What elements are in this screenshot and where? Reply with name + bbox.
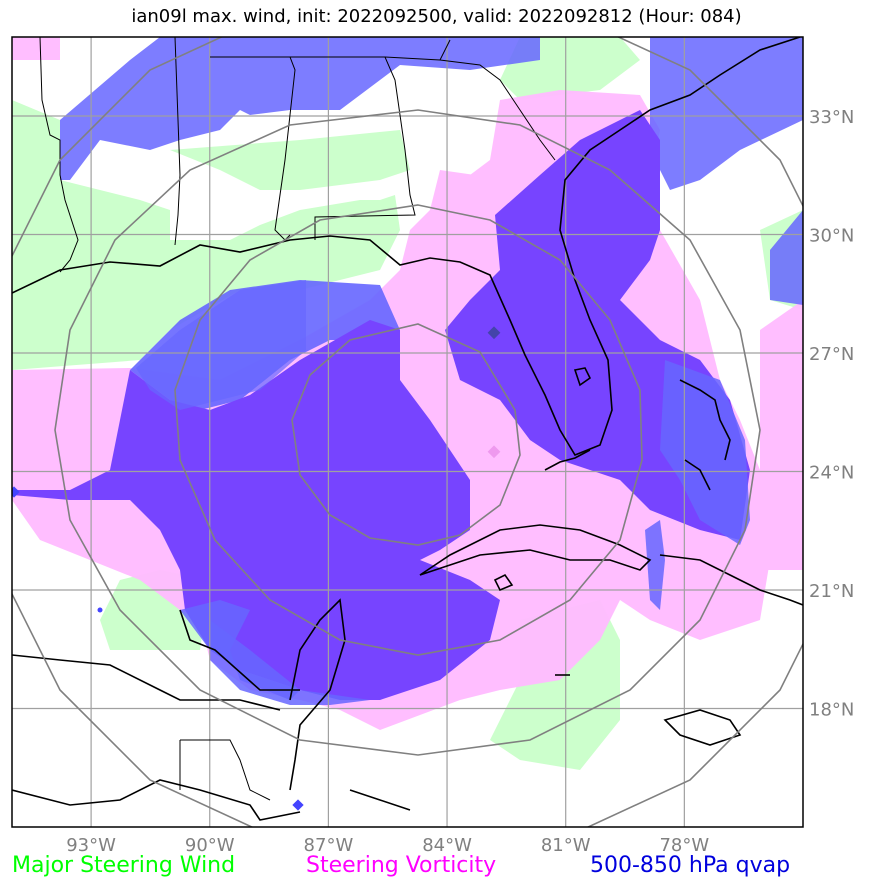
lon-tick-label: 93°W: [66, 835, 116, 856]
lat-tick-label: 30°N: [809, 226, 854, 247]
lat-lon-grid: [12, 37, 803, 827]
lat-tick-label: 33°N: [809, 107, 854, 128]
lat-tick-label: 24°N: [809, 463, 854, 484]
lon-tick-label: 84°W: [422, 835, 472, 856]
lon-tick-label: 81°W: [541, 835, 591, 856]
lon-tick-label: 87°W: [304, 835, 354, 856]
point-markers: [12, 326, 501, 811]
lat-tick-label: 27°N: [809, 344, 854, 365]
map-frame: [11, 36, 804, 828]
lon-tick-label: 78°W: [659, 835, 709, 856]
lat-tick-label: 18°N: [809, 700, 854, 721]
lat-tick-label: 21°N: [809, 581, 854, 602]
longitude-tick-labels: 93°W 90°W 87°W 84°W 81°W 78°W: [66, 835, 709, 856]
latitude-tick-labels: 18°N 21°N 24°N 27°N 30°N 33°N: [809, 107, 854, 721]
map-title: ian09l max. wind, init: 2022092500, vali…: [131, 6, 742, 27]
qvap-layer: [12, 37, 803, 705]
legend-steering-wind: Major Steering Wind: [12, 853, 236, 878]
range-rings: [12, 37, 803, 827]
legend-steering-vorticity: Steering Vorticity: [306, 853, 497, 878]
coastlines: [12, 37, 803, 821]
lon-tick-label: 90°W: [185, 835, 235, 856]
legend-qvap: 500-850 hPa qvap: [590, 853, 791, 878]
